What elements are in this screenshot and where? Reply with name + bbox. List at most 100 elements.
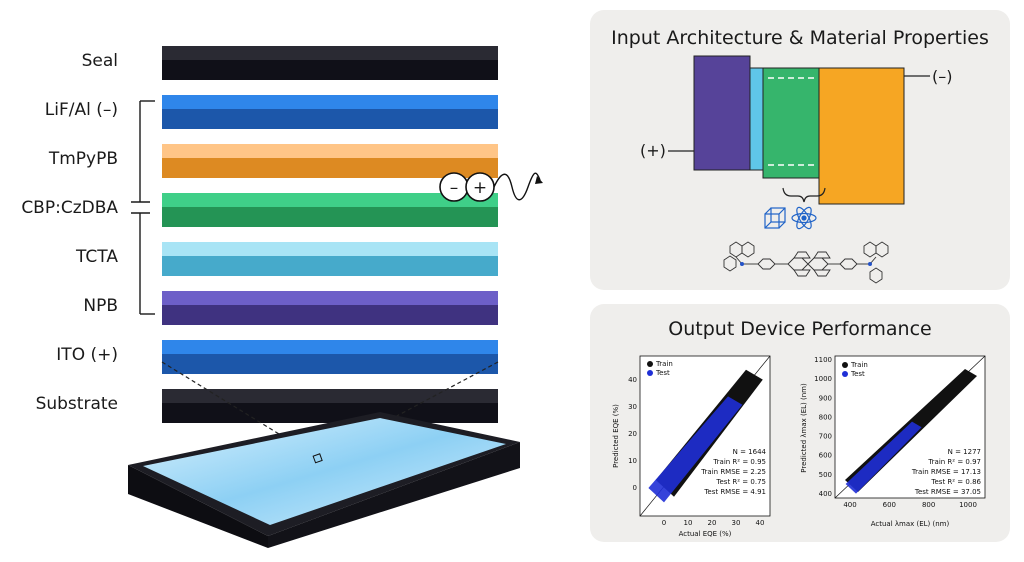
- molecule-structure: [723, 241, 889, 284]
- anode-bracket: [131, 212, 155, 315]
- layer-0: [162, 46, 498, 80]
- exciton-symbol: – +: [439, 172, 543, 202]
- eqe-legend-test-marker: [647, 370, 653, 376]
- layer-1: [162, 95, 498, 129]
- layer-side-face: [162, 207, 498, 227]
- layer-top-face: [162, 193, 498, 207]
- layer-top-face: [162, 291, 498, 305]
- elXt-tick-1: 600: [883, 501, 896, 509]
- layer-stack: [162, 46, 498, 423]
- eqe-legend-train: Train: [655, 360, 673, 368]
- layer-label-6: ITO (+): [56, 345, 118, 365]
- layer-top-face: [162, 340, 498, 354]
- input-panel: Input Architecture & Material Properties…: [590, 10, 1010, 290]
- layer-label-1: LiF/Al (–): [45, 100, 118, 120]
- eqe-xlabel: Actual EQE (%): [679, 530, 732, 538]
- el-legend-test-marker: [842, 371, 848, 377]
- eqeYt-tick-4: 40: [628, 376, 637, 384]
- layer-4: [162, 242, 498, 276]
- eqeXt-tick-2: 20: [708, 519, 717, 527]
- band-emitter: [762, 67, 820, 179]
- layer-label-7: Substrate: [36, 394, 118, 414]
- eqe-stat-test-r2: Test R² = 0.75: [715, 478, 766, 486]
- el-stat-test-rmse: Test RMSE = 37.05: [914, 488, 981, 496]
- el-ylabel: Predicted λmax (EL) (nm): [800, 383, 808, 473]
- emitter-brace: [782, 187, 826, 203]
- layer-side-face: [162, 158, 498, 178]
- elXt-tick-0: 400: [843, 501, 856, 509]
- eqe-stat-n: N = 1644: [733, 448, 767, 456]
- eqe-ylabel: Predicted EQE (%): [612, 404, 620, 468]
- electron-sign: –: [450, 178, 459, 198]
- band-npb: [693, 55, 751, 171]
- layer-side-face: [162, 305, 498, 325]
- layer-top-face: [162, 242, 498, 256]
- zoom-line-left: [161, 361, 319, 459]
- el-xlabel: Actual λmax (EL) (nm): [871, 520, 950, 528]
- layer-side-face: [162, 256, 498, 276]
- hole-sign: +: [473, 178, 487, 198]
- el-stat-test-r2: Test R² = 0.86: [930, 478, 981, 486]
- eqe-legend-test: Test: [655, 369, 670, 377]
- oled-stack-diagram: – + Seal LiF/Al (–) TmPyPB CBP:CzDBA TCTA NPB…: [21, 46, 543, 548]
- eqe-stat-test-rmse: Test RMSE = 4.91: [703, 488, 766, 496]
- energy-diagram: (+) (–): [640, 55, 952, 284]
- cube-icon: [764, 207, 786, 229]
- el-stat-train-rmse: Train RMSE = 17.13: [911, 468, 981, 476]
- layer-top-face: [162, 144, 498, 158]
- layer-side-face: [162, 109, 498, 129]
- eqeYt-tick-3: 30: [628, 403, 637, 411]
- el-legend-test: Test: [850, 370, 865, 378]
- layer-label-4: TCTA: [75, 247, 118, 267]
- el-stat-n: N = 1277: [948, 448, 981, 456]
- eqe-stat-train-rmse: Train RMSE = 2.25: [700, 468, 766, 476]
- layer-label-0: Seal: [82, 51, 118, 71]
- layer-label-5: NPB: [83, 296, 118, 316]
- eqeYt-tick-2: 20: [628, 430, 637, 438]
- layer-side-face: [162, 60, 498, 80]
- zoom-pixel-marker: [312, 453, 323, 464]
- elXt-tick-3: 1000: [959, 501, 977, 509]
- elYt-tick-2: 600: [819, 452, 832, 460]
- phone-screen: [143, 418, 506, 525]
- anode-label: (+): [640, 141, 666, 160]
- nitrogen-atom-right: [868, 262, 872, 266]
- layer-2: [162, 144, 498, 178]
- output-panel-title: Output Device Performance: [668, 318, 932, 340]
- layer-label-2: TmPyPB: [48, 149, 118, 169]
- eqeXt-tick-0: 0: [662, 519, 666, 527]
- eqeYt-tick-0: 0: [633, 484, 637, 492]
- layer-side-face: [162, 354, 498, 374]
- elXt-tick-2: 800: [922, 501, 935, 509]
- photon-wave: [493, 172, 541, 201]
- layer-5: [162, 291, 498, 325]
- el-parity-plot: 400 600 800 100040050060070080090010001100 …: [800, 355, 986, 528]
- layer-top-face: [162, 95, 498, 109]
- layer-side-face: [162, 403, 498, 423]
- phone-device: [128, 412, 520, 548]
- cathode-bracket: [131, 100, 155, 203]
- output-panel: Output Device Performance 0 10 20 30 40 0 10 20…: [590, 304, 1010, 542]
- layer-6: [162, 340, 498, 374]
- band-etl: [818, 67, 905, 205]
- input-panel-title: Input Architecture & Material Properties: [611, 27, 989, 49]
- elYt-tick-0: 400: [819, 490, 832, 498]
- elYt-tick-5: 900: [819, 394, 832, 402]
- el-stat-train-r2: Train R² = 0.97: [927, 458, 981, 466]
- photon-arrow-icon: [535, 176, 543, 184]
- eqeYt-tick-1: 10: [628, 457, 637, 465]
- eqe-parity-plot: 0 10 20 30 40 0 10 20 30 40 Train Test N = 1644 T…: [612, 355, 771, 538]
- layer-3: [162, 193, 498, 227]
- layer-top-face: [162, 389, 498, 403]
- atom-icon: [791, 206, 817, 230]
- layer-label-3: CBP:CzDBA: [21, 198, 118, 218]
- elYt-tick-7: 1100: [814, 356, 832, 364]
- nitrogen-atom-left: [740, 262, 744, 266]
- eqe-legend-train-marker: [647, 361, 653, 367]
- elYt-tick-3: 700: [819, 433, 832, 441]
- eqeXt-tick-3: 30: [732, 519, 741, 527]
- eqe-test-points: [648, 396, 743, 503]
- layer-top-face: [162, 46, 498, 60]
